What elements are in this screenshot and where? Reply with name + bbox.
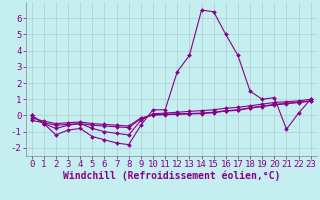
X-axis label: Windchill (Refroidissement éolien,°C): Windchill (Refroidissement éolien,°C) <box>62 171 280 181</box>
